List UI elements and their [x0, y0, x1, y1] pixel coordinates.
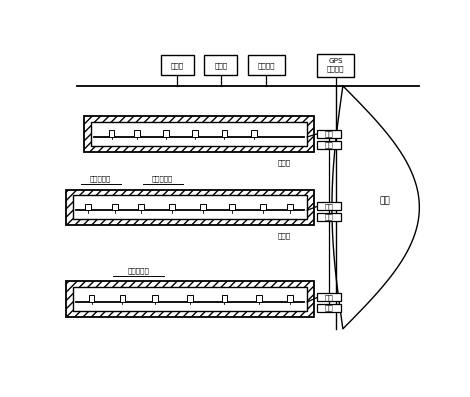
- Bar: [112, 204, 118, 210]
- Bar: [134, 130, 140, 137]
- Bar: [119, 295, 125, 302]
- Bar: [317, 213, 341, 221]
- Bar: [221, 130, 227, 137]
- Text: 抨波机: 抨波机: [171, 62, 184, 69]
- Bar: [229, 204, 235, 210]
- Bar: [161, 55, 194, 75]
- Text: 分站: 分站: [325, 131, 334, 137]
- Bar: [109, 130, 115, 137]
- Text: 电源: 电源: [325, 305, 334, 311]
- Bar: [89, 295, 94, 302]
- Polygon shape: [332, 86, 419, 329]
- Text: 光纤: 光纤: [379, 196, 390, 205]
- Bar: [66, 281, 314, 317]
- Bar: [138, 204, 144, 210]
- Bar: [251, 130, 257, 137]
- Bar: [84, 116, 314, 152]
- Text: 电源: 电源: [325, 214, 334, 220]
- Text: 分站: 分站: [325, 294, 334, 301]
- Bar: [163, 130, 169, 137]
- Bar: [91, 122, 307, 146]
- Text: 声波传感器: 声波传感器: [152, 175, 173, 182]
- Bar: [152, 295, 158, 302]
- Bar: [169, 204, 174, 210]
- Bar: [287, 204, 293, 210]
- Text: 电源: 电源: [325, 141, 334, 148]
- Bar: [256, 295, 262, 302]
- Bar: [287, 295, 293, 302]
- Bar: [317, 141, 341, 148]
- Bar: [72, 195, 307, 220]
- Bar: [200, 204, 205, 210]
- Bar: [317, 202, 341, 210]
- Bar: [260, 204, 266, 210]
- Text: 监测中心: 监测中心: [258, 62, 275, 69]
- Bar: [85, 204, 91, 210]
- Text: 分站: 分站: [325, 203, 334, 210]
- Bar: [66, 190, 314, 225]
- Text: 同步线: 同步线: [277, 232, 290, 239]
- Bar: [317, 304, 341, 312]
- Text: 同步线: 同步线: [277, 159, 290, 166]
- Text: GPS
控制装置: GPS 控制装置: [327, 58, 345, 72]
- Text: 同步监测仪: 同步监测仪: [128, 267, 150, 274]
- Bar: [221, 295, 227, 302]
- Text: 抨波模: 抨波模: [214, 62, 227, 69]
- Bar: [317, 293, 341, 301]
- Bar: [317, 54, 354, 77]
- Text: 电磁传感器: 电磁传感器: [90, 175, 111, 182]
- Bar: [187, 295, 193, 302]
- Bar: [192, 130, 198, 137]
- Bar: [317, 130, 341, 138]
- Bar: [72, 287, 307, 311]
- Bar: [204, 55, 237, 75]
- Bar: [248, 55, 284, 75]
